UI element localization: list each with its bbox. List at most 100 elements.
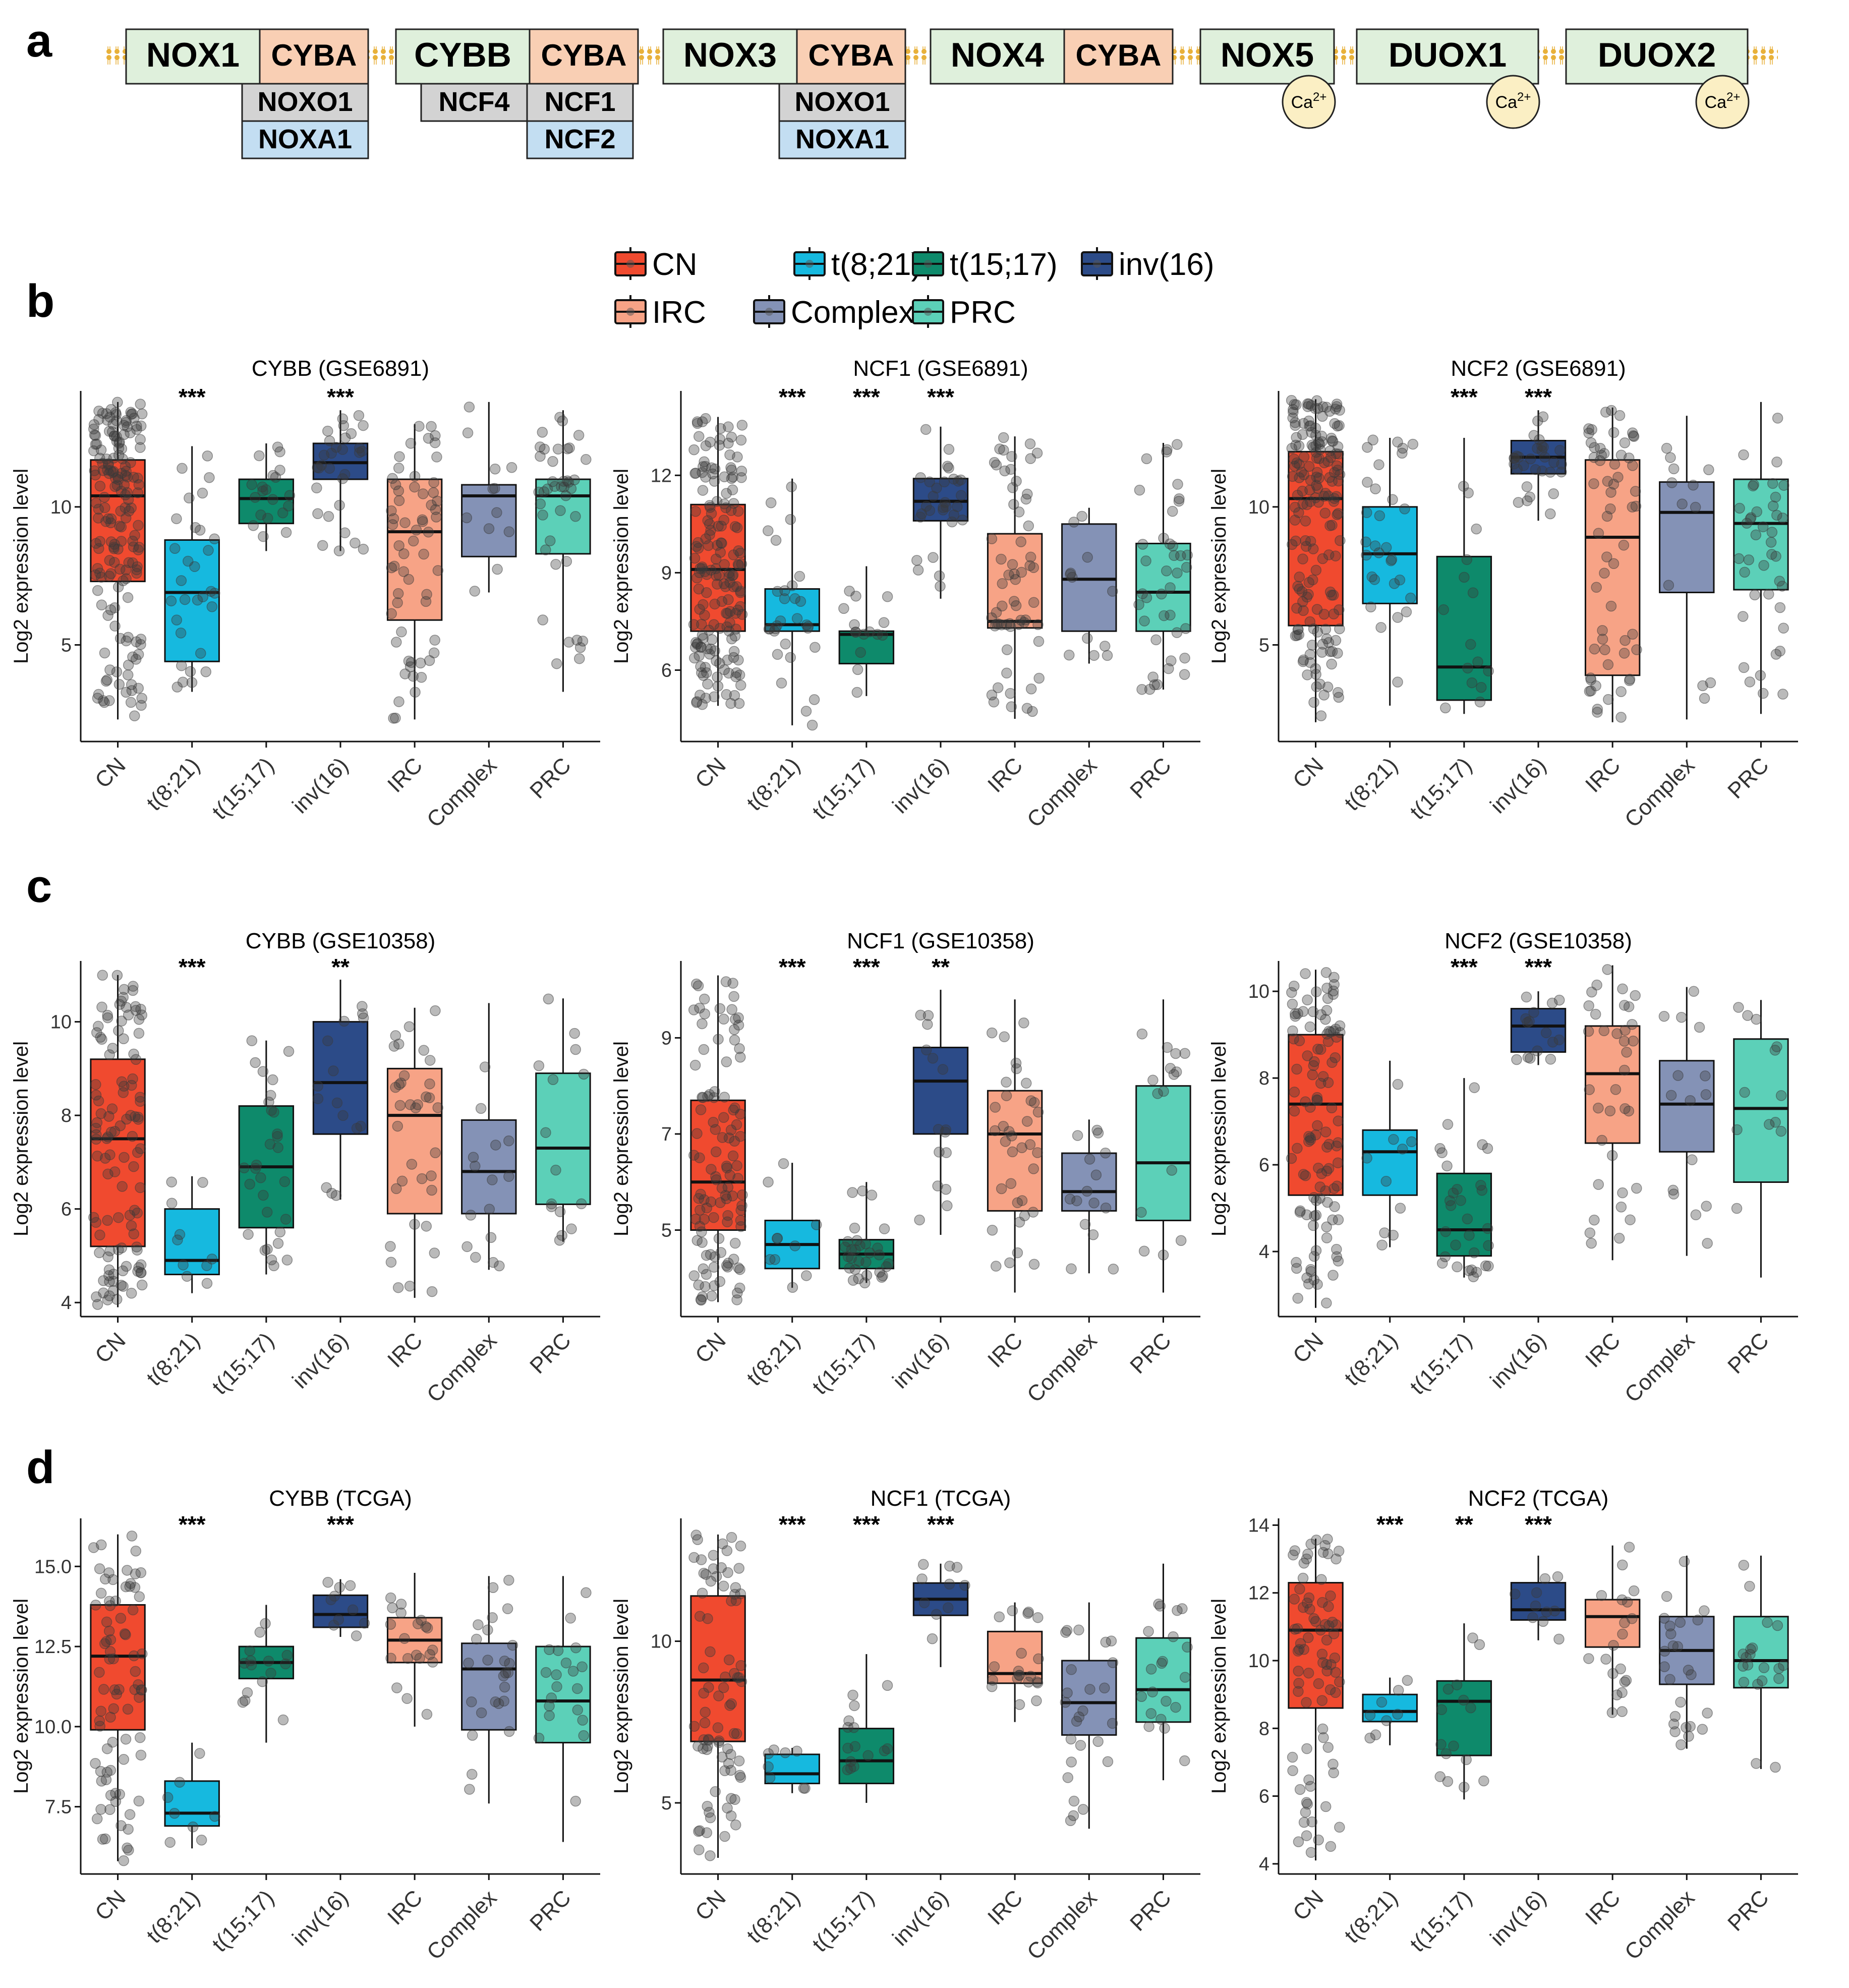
data-point: [1663, 580, 1674, 591]
data-point: [786, 481, 797, 492]
box-inv-16: [311, 410, 369, 556]
data-point: [272, 1142, 283, 1153]
data-point: [1661, 442, 1672, 454]
data-point: [390, 1082, 401, 1093]
data-point: [262, 513, 273, 524]
box-body: [1135, 1637, 1191, 1723]
data-point: [700, 472, 711, 483]
data-point: [1100, 1202, 1112, 1214]
data-point: [118, 1033, 129, 1044]
data-point: [1322, 1742, 1334, 1753]
data-point: [428, 477, 439, 488]
data-point: [122, 669, 134, 680]
data-point: [431, 451, 442, 463]
data-point: [1370, 1729, 1381, 1740]
data-point: [1608, 427, 1620, 438]
data-point: [1330, 635, 1342, 646]
y-axis-label: Log2 expression level: [10, 1599, 32, 1794]
significance-label: ***: [779, 384, 806, 410]
data-point: [396, 1175, 408, 1187]
data-point: [358, 1012, 369, 1024]
data-point: [1327, 1214, 1338, 1226]
data-point: [708, 1212, 719, 1223]
data-point: [322, 425, 333, 437]
data-point: [1181, 561, 1192, 573]
box-body: [912, 1046, 969, 1135]
box-cn: [88, 1530, 148, 1866]
data-point: [1525, 453, 1536, 465]
data-point: [1010, 600, 1022, 611]
chart-b-ncf1-gse6891: NCF1 (GSE6891)Log2 expression level6912C…: [610, 356, 1200, 832]
x-tick-label-t-15-17: t(15;17): [1405, 753, 1477, 824]
data-point: [860, 1238, 872, 1249]
data-point: [126, 502, 137, 514]
legend-label: PRC: [950, 295, 1016, 330]
data-point: [1287, 1765, 1298, 1776]
data-point: [1306, 640, 1318, 651]
data-point: [698, 1734, 710, 1745]
data-point: [127, 535, 138, 547]
data-point: [1593, 1102, 1604, 1114]
legend-key-point: [626, 308, 634, 316]
data-point: [785, 514, 796, 525]
data-point: [426, 421, 437, 432]
data-point: [723, 1654, 735, 1666]
box-inv-16: [1510, 991, 1567, 1065]
data-point: [941, 501, 952, 513]
data-point: [1380, 1175, 1392, 1187]
data-point: [914, 1214, 925, 1226]
data-point: [184, 492, 195, 504]
data-point: [1668, 1188, 1680, 1200]
legend-key-point: [765, 308, 773, 316]
data-point: [1537, 411, 1549, 422]
data-point: [1302, 1050, 1313, 1061]
data-point: [1694, 1021, 1705, 1033]
data-point: [550, 558, 561, 570]
x-tick-label-complex: Complex: [1620, 753, 1699, 832]
data-point: [1366, 571, 1377, 583]
data-point: [1745, 513, 1756, 525]
significance-label: ***: [1451, 954, 1478, 980]
data-point: [789, 593, 800, 604]
data-point: [405, 661, 416, 672]
box-irc: [1583, 405, 1642, 723]
data-point: [488, 1257, 499, 1268]
box-t-15-17: [838, 1654, 895, 1803]
data-point: [473, 1619, 484, 1630]
data-point: [392, 588, 404, 599]
data-point: [1029, 1097, 1040, 1108]
data-point: [1303, 1632, 1314, 1643]
data-point: [99, 502, 110, 514]
data-point: [105, 1790, 117, 1801]
data-point: [552, 1645, 564, 1656]
data-point: [915, 512, 926, 523]
data-point: [1600, 1654, 1611, 1665]
y-tick-label: 6: [61, 1199, 72, 1220]
data-point: [1082, 552, 1093, 563]
data-point: [1750, 529, 1762, 541]
data-point: [1325, 1590, 1336, 1602]
data-point: [992, 682, 1004, 694]
data-point: [331, 1097, 343, 1109]
chart-d-cybb-tcga: CYBB (TCGA)Log2 expression level7.510.01…: [10, 1486, 600, 1965]
data-point: [1589, 643, 1600, 655]
data-point: [490, 1696, 501, 1708]
data-point: [337, 1110, 349, 1121]
data-point: [731, 667, 742, 678]
data-point: [1305, 1781, 1316, 1792]
data-point: [735, 1130, 746, 1142]
data-point: [93, 513, 104, 524]
data-point: [1309, 403, 1321, 414]
data-point: [811, 1219, 822, 1230]
data-point: [943, 463, 954, 474]
data-point: [699, 1717, 711, 1729]
box-prc: [533, 410, 592, 692]
y-tick-label: 9: [661, 562, 672, 584]
data-point: [1539, 451, 1550, 463]
data-point: [714, 1003, 726, 1014]
data-point: [1606, 405, 1617, 416]
data-point: [476, 1707, 487, 1719]
data-point: [701, 1269, 712, 1280]
data-point: [729, 1668, 740, 1679]
